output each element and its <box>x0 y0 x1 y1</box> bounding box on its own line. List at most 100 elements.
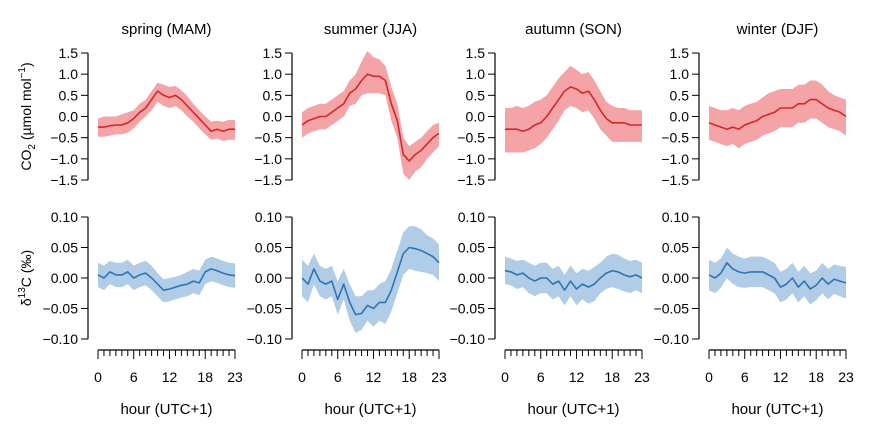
y-tick-label: −0.10 <box>247 331 283 347</box>
y-tick-label: 0.0 <box>466 109 486 125</box>
x-tick-label: 18 <box>401 369 417 385</box>
uncertainty-band <box>302 50 439 181</box>
y-tick-label: 0.5 <box>263 87 283 103</box>
x-tick-label: 0 <box>94 369 102 385</box>
x-axis-label: hour (UTC+1) <box>324 401 416 418</box>
x-tick-label: 6 <box>130 369 138 385</box>
uncertainty-band <box>505 65 642 153</box>
mean-line <box>97 268 236 292</box>
y-tick-label: 1.0 <box>59 66 79 82</box>
panel-title: autumn (SON) <box>525 21 622 38</box>
y-tick-label: 1.0 <box>466 66 486 82</box>
x-axis-label: hour (UTC+1) <box>527 401 619 418</box>
y-tick-label: −1.0 <box>457 151 485 167</box>
uncertainty-band <box>98 256 235 303</box>
y-tick-label: 0.10 <box>51 209 78 225</box>
y-tick-label: 0.05 <box>51 240 78 256</box>
y-tick-label: −0.05 <box>43 301 79 317</box>
y-tick-label: −1.5 <box>254 172 282 188</box>
mean-line <box>505 86 642 133</box>
x-tick-label: 12 <box>162 369 178 385</box>
mean-line <box>504 269 643 292</box>
uncertainty-band <box>709 80 846 149</box>
mean-line <box>301 73 440 162</box>
x-axis-label: hour (UTC+1) <box>120 401 212 418</box>
y-tick-label: 0.05 <box>458 240 485 256</box>
x-tick-label: 23 <box>431 369 447 385</box>
y-tick-label: 0.00 <box>458 270 485 286</box>
y-tick-label: 0.10 <box>458 209 485 225</box>
x-tick-label: 0 <box>705 369 713 385</box>
y-tick-label: 0.10 <box>662 209 689 225</box>
x-tick-label: 6 <box>537 369 545 385</box>
panel-co2-0: −1.5 −1.0 −0.5 0.0 0.5 1.0 1.5 <box>50 45 235 188</box>
uncertainty-band <box>709 247 846 305</box>
y-tick-label: 0.10 <box>255 209 282 225</box>
y-tick-label: 1.5 <box>59 45 79 61</box>
x-axis-label: hour (UTC+1) <box>731 401 823 418</box>
mean-line <box>708 98 847 130</box>
x-tick-label: 18 <box>808 369 824 385</box>
x-tick-label: 23 <box>838 369 854 385</box>
x-tick-label: 23 <box>634 369 650 385</box>
y-tick-label: −0.05 <box>247 301 283 317</box>
panel-title: winter (DJF) <box>736 21 819 38</box>
y-tick-label: 0.5 <box>59 87 79 103</box>
mean-line <box>708 261 847 290</box>
y-tick-label: −0.5 <box>50 130 78 146</box>
x-tick-label: 12 <box>773 369 789 385</box>
y-tick-label: −0.5 <box>661 130 689 146</box>
y-tick-label: 0.0 <box>263 109 283 125</box>
x-tick-label: 0 <box>298 369 306 385</box>
x-tick-label: 18 <box>604 369 620 385</box>
y-tick-label: −1.5 <box>661 172 689 188</box>
y-tick-label: 1.5 <box>263 45 283 61</box>
y-tick-label: −0.10 <box>43 331 79 347</box>
y-tick-label: −1.5 <box>50 172 78 188</box>
panel-co2-1: −1.5 −1.0 −0.5 0.0 0.5 1.0 1.5 <box>254 45 440 188</box>
y-tick-label: 0.00 <box>255 270 282 286</box>
y-tick-label: 0.0 <box>59 109 79 125</box>
y-tick-label: −1.5 <box>457 172 485 188</box>
y-tick-label: 0.05 <box>662 240 689 256</box>
y-tick-label: −0.05 <box>450 301 486 317</box>
y-tick-label: 0.00 <box>51 270 78 286</box>
panel-title: summer (JJA) <box>324 21 417 38</box>
mean-line <box>98 90 235 133</box>
y-tick-label: −1.0 <box>661 151 689 167</box>
panel-co2-3: −1.5 −1.0 −0.5 0.0 0.5 1.0 1.5 <box>661 45 847 188</box>
co2-axis-label: CO2 (µmol mol−1) <box>17 62 38 170</box>
y-tick-label: 0.0 <box>670 109 690 125</box>
y-tick-label: 0.5 <box>670 87 690 103</box>
x-tick-label: 12 <box>366 369 382 385</box>
y-tick-label: 1.0 <box>263 66 283 82</box>
y-tick-label: 1.5 <box>670 45 690 61</box>
mean-line <box>301 246 440 316</box>
y-tick-label: −0.10 <box>450 331 486 347</box>
x-tick-label: 6 <box>741 369 749 385</box>
panel-d13c-3: −0.10 −0.05 0.00 0.05 0.10 <box>654 209 847 347</box>
y-tick-label: 0.05 <box>255 240 282 256</box>
x-tick-label: 18 <box>197 369 213 385</box>
uncertainty-band <box>302 226 439 333</box>
d13c-axis-label: δ13C (‰) <box>17 250 34 306</box>
y-tick-label: 1.5 <box>466 45 486 61</box>
y-tick-label: −0.5 <box>457 130 485 146</box>
panel-title: spring (MAM) <box>121 21 211 38</box>
y-tick-label: −1.0 <box>50 151 78 167</box>
y-tick-label: 1.0 <box>670 66 690 82</box>
panel-d13c-0: −0.10 −0.05 0.00 0.05 0.10 <box>43 209 236 347</box>
y-tick-label: 0.5 <box>466 87 486 103</box>
uncertainty-band <box>505 253 642 306</box>
y-tick-label: 0.00 <box>662 270 689 286</box>
y-tick-label: −0.10 <box>654 331 690 347</box>
x-tick-label: 0 <box>501 369 509 385</box>
panel-d13c-1: −0.10 −0.05 0.00 0.05 0.10 <box>247 209 440 347</box>
y-tick-label: −1.0 <box>254 151 282 167</box>
y-tick-label: −0.5 <box>254 130 282 146</box>
panel-d13c-2: −0.10 −0.05 0.00 0.05 0.10 <box>450 209 643 347</box>
panel-co2-2: −1.5 −1.0 −0.5 0.0 0.5 1.0 1.5 <box>457 45 642 188</box>
y-tick-label: −0.05 <box>654 301 690 317</box>
x-tick-label: 6 <box>334 369 342 385</box>
